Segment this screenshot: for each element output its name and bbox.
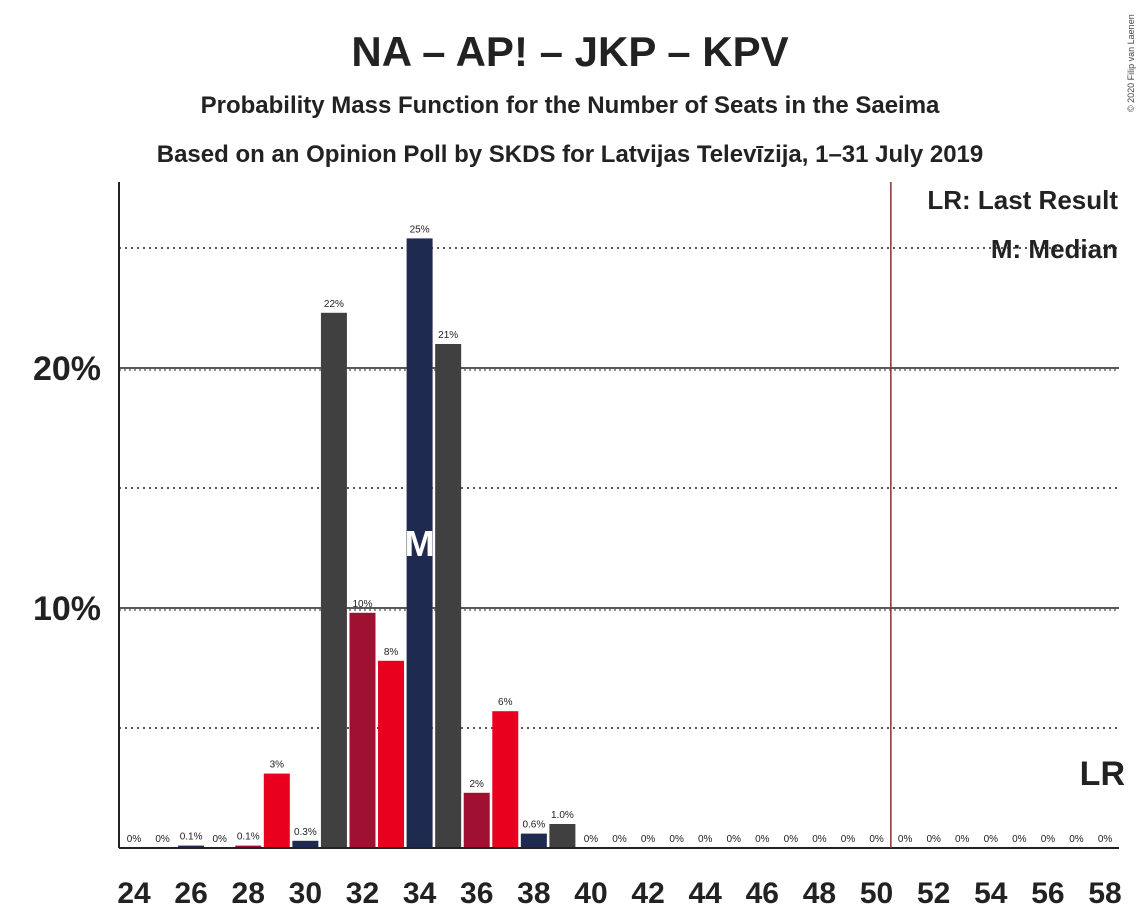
- data-label-seat-46: 0%: [755, 834, 770, 845]
- bar-seat-33: [378, 660, 405, 848]
- data-label-seat-41: 0%: [612, 834, 627, 845]
- x-tick-58: 58: [1088, 877, 1121, 910]
- bar-seat-36: [463, 792, 490, 848]
- data-label-seat-44: 0%: [698, 834, 713, 845]
- data-label-seat-53: 0%: [955, 834, 970, 845]
- x-tick-30: 30: [289, 877, 322, 910]
- data-label-seat-42: 0%: [641, 834, 656, 845]
- bar-seat-29: [263, 773, 290, 848]
- data-label-seat-39: 1.0%: [551, 810, 574, 821]
- data-label-seat-28: 0.1%: [237, 832, 260, 843]
- data-label-seat-40: 0%: [584, 834, 599, 845]
- x-tick-labels: 24 26 28 30 32 34 36 38 40 42 44 46 48 50 52 54 56 58: [117, 877, 1121, 910]
- bar-seat-39: [549, 824, 576, 848]
- data-label-seat-38: 0.6%: [522, 820, 545, 831]
- x-tick-34: 34: [403, 877, 437, 910]
- bar-seat-37: [492, 711, 519, 848]
- legend-last-result: LR: Last Result: [927, 185, 1118, 215]
- data-label-seat-47: 0%: [784, 834, 799, 845]
- x-tick-48: 48: [803, 877, 836, 910]
- data-label-seat-58: 0%: [1098, 834, 1113, 845]
- chart-source: Based on an Opinion Poll by SKDS for Lat…: [157, 141, 984, 168]
- data-label-seat-30: 0.3%: [294, 827, 317, 838]
- chart-subtitle: Probability Mass Function for the Number…: [201, 92, 940, 119]
- data-label-seat-33: 8%: [384, 647, 399, 658]
- copyright-notice: © 2020 Filip van Laenen: [1126, 14, 1136, 112]
- bar-seat-31: [320, 312, 347, 848]
- data-label-seat-57: 0%: [1069, 834, 1084, 845]
- x-tick-40: 40: [574, 877, 607, 910]
- last-result-label: LR: [1080, 755, 1125, 793]
- x-tick-36: 36: [460, 877, 493, 910]
- data-label-seat-49: 0%: [841, 834, 856, 845]
- x-tick-54: 54: [974, 877, 1008, 910]
- bar-seat-38: [520, 833, 547, 848]
- data-label-seat-27: 0%: [212, 834, 227, 845]
- data-label-seat-45: 0%: [727, 834, 742, 845]
- x-tick-28: 28: [232, 877, 265, 910]
- median-label: M: [405, 523, 435, 564]
- x-tick-26: 26: [174, 877, 207, 910]
- markers: LR M: [405, 182, 1125, 848]
- gridlines: [119, 247, 1119, 729]
- data-label-seat-25: 0%: [155, 834, 170, 845]
- y-tick-10: 10%: [33, 590, 101, 628]
- data-label-seat-48: 0%: [812, 834, 827, 845]
- x-tick-24: 24: [117, 877, 151, 910]
- data-label-seat-52: 0%: [926, 834, 941, 845]
- y-tick-labels: 10% 20%: [33, 350, 101, 628]
- x-tick-32: 32: [346, 877, 379, 910]
- data-label-seat-43: 0%: [669, 834, 684, 845]
- data-label-seat-51: 0%: [898, 834, 913, 845]
- x-tick-52: 52: [917, 877, 950, 910]
- x-tick-56: 56: [1031, 877, 1064, 910]
- data-label-seat-37: 6%: [498, 697, 513, 708]
- data-label-seat-26: 0.1%: [180, 832, 203, 843]
- data-label-seat-50: 0%: [869, 834, 884, 845]
- bars: [178, 238, 576, 848]
- x-tick-44: 44: [689, 877, 723, 910]
- x-tick-38: 38: [517, 877, 550, 910]
- data-labels: 0% 0% 0.1% 0% 0.1% 3% 0.3% 22% 10% 8% 25% 21% 2% 6% 0.…: [127, 224, 1113, 845]
- data-label-seat-29: 3%: [270, 760, 285, 771]
- bar-seat-26: [178, 845, 205, 848]
- chart-title: NA – AP! – JKP – KPV: [351, 28, 788, 75]
- data-label-seat-34: 25%: [410, 224, 430, 235]
- bar-seat-34: [406, 238, 433, 848]
- axes: [118, 182, 1119, 849]
- data-label-seat-55: 0%: [1012, 834, 1027, 845]
- bar-seat-28: [235, 845, 262, 848]
- x-tick-50: 50: [860, 877, 893, 910]
- bar-seat-35: [435, 344, 462, 848]
- data-label-seat-35: 21%: [438, 330, 458, 341]
- data-label-seat-24: 0%: [127, 834, 142, 845]
- data-label-seat-36: 2%: [469, 779, 484, 790]
- data-label-seat-54: 0%: [984, 834, 999, 845]
- bar-seat-30: [292, 840, 319, 848]
- x-tick-42: 42: [631, 877, 664, 910]
- data-label-seat-31: 22%: [324, 299, 344, 310]
- legend-median: M: Median: [991, 234, 1118, 264]
- x-tick-46: 46: [746, 877, 779, 910]
- data-label-seat-56: 0%: [1041, 834, 1056, 845]
- data-label-seat-32: 10%: [352, 599, 372, 610]
- bar-seat-32: [349, 612, 376, 848]
- y-tick-20: 20%: [33, 350, 101, 388]
